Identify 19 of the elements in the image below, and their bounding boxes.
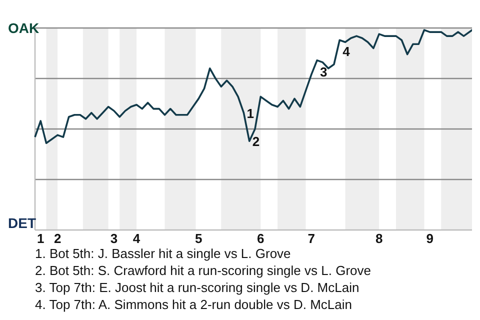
x-tick-label: 5 [194, 231, 202, 246]
text: 3. Top 7th: E. Joost hit a run-scoring single vs D. McLain [35, 280, 360, 295]
annotation: 4 [342, 44, 351, 60]
annotation: 3 [320, 64, 328, 80]
x-tick-label: 8 [375, 231, 383, 246]
annotation: DET [8, 215, 36, 231]
annotation: OAK [8, 20, 40, 36]
x-tick-label: 1 [37, 231, 44, 246]
text: 1. Bot 5th: J. Bassler hit a single vs L. Grove [35, 246, 291, 261]
annotation: 1 [246, 106, 254, 121]
annotation: 2 [252, 134, 260, 150]
text: 2. Bot 5th: S. Crawford hit a run-scoring single vs L. Grove [35, 263, 371, 278]
text: 4. Top 7th: A. Simmons hit a 2-run double vs D. McLain [35, 297, 352, 312]
x-tick-label: 7 [308, 231, 316, 246]
x-tick-label: 2 [54, 231, 62, 246]
x-tick-label: 3 [110, 231, 118, 246]
x-tick-label: 4 [132, 231, 141, 246]
x-tick-label: 6 [257, 231, 264, 246]
x-tick-label: 9 [426, 231, 434, 246]
